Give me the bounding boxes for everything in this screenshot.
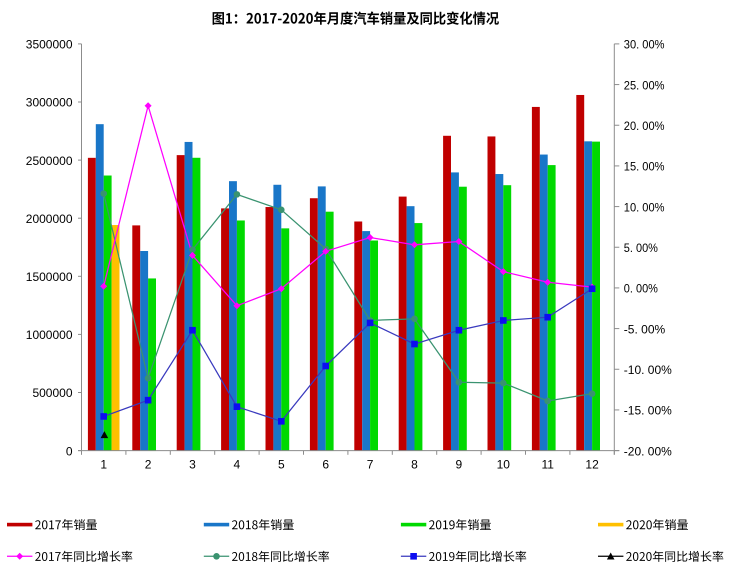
svg-text:-20. 00%: -20. 00% bbox=[624, 444, 672, 458]
svg-text:20. 00%: 20. 00% bbox=[624, 119, 665, 133]
svg-text:1000000: 1000000 bbox=[26, 328, 73, 342]
svg-text:-5. 00%: -5. 00% bbox=[624, 322, 666, 336]
svg-text:2: 2 bbox=[145, 458, 152, 472]
svg-text:2500000: 2500000 bbox=[26, 154, 73, 168]
svg-text:-15. 00%: -15. 00% bbox=[624, 404, 672, 418]
svg-text:6: 6 bbox=[322, 458, 329, 472]
svg-text:15. 00%: 15. 00% bbox=[624, 160, 665, 174]
svg-text:5: 5 bbox=[278, 458, 285, 472]
svg-text:-10. 00%: -10. 00% bbox=[624, 363, 672, 377]
svg-text:12: 12 bbox=[585, 458, 599, 472]
svg-text:7: 7 bbox=[367, 458, 374, 472]
svg-text:4: 4 bbox=[234, 458, 241, 472]
svg-text:500000: 500000 bbox=[32, 386, 72, 400]
svg-text:0. 00%: 0. 00% bbox=[624, 282, 658, 296]
svg-text:11: 11 bbox=[541, 458, 554, 472]
svg-text:1500000: 1500000 bbox=[26, 270, 73, 284]
svg-text:9: 9 bbox=[456, 458, 463, 472]
svg-text:25. 00%: 25. 00% bbox=[624, 78, 665, 92]
svg-text:10. 00%: 10. 00% bbox=[624, 200, 665, 214]
svg-text:8: 8 bbox=[411, 458, 418, 472]
svg-text:5. 00%: 5. 00% bbox=[624, 241, 658, 255]
svg-text:2000000: 2000000 bbox=[26, 212, 73, 226]
svg-text:30. 00%: 30. 00% bbox=[624, 38, 665, 52]
svg-text:3000000: 3000000 bbox=[26, 96, 73, 110]
svg-text:10: 10 bbox=[497, 458, 511, 472]
svg-text:3: 3 bbox=[189, 458, 196, 472]
svg-text:3500000: 3500000 bbox=[26, 38, 73, 52]
svg-text:1: 1 bbox=[100, 458, 107, 472]
svg-text:0: 0 bbox=[66, 444, 73, 458]
